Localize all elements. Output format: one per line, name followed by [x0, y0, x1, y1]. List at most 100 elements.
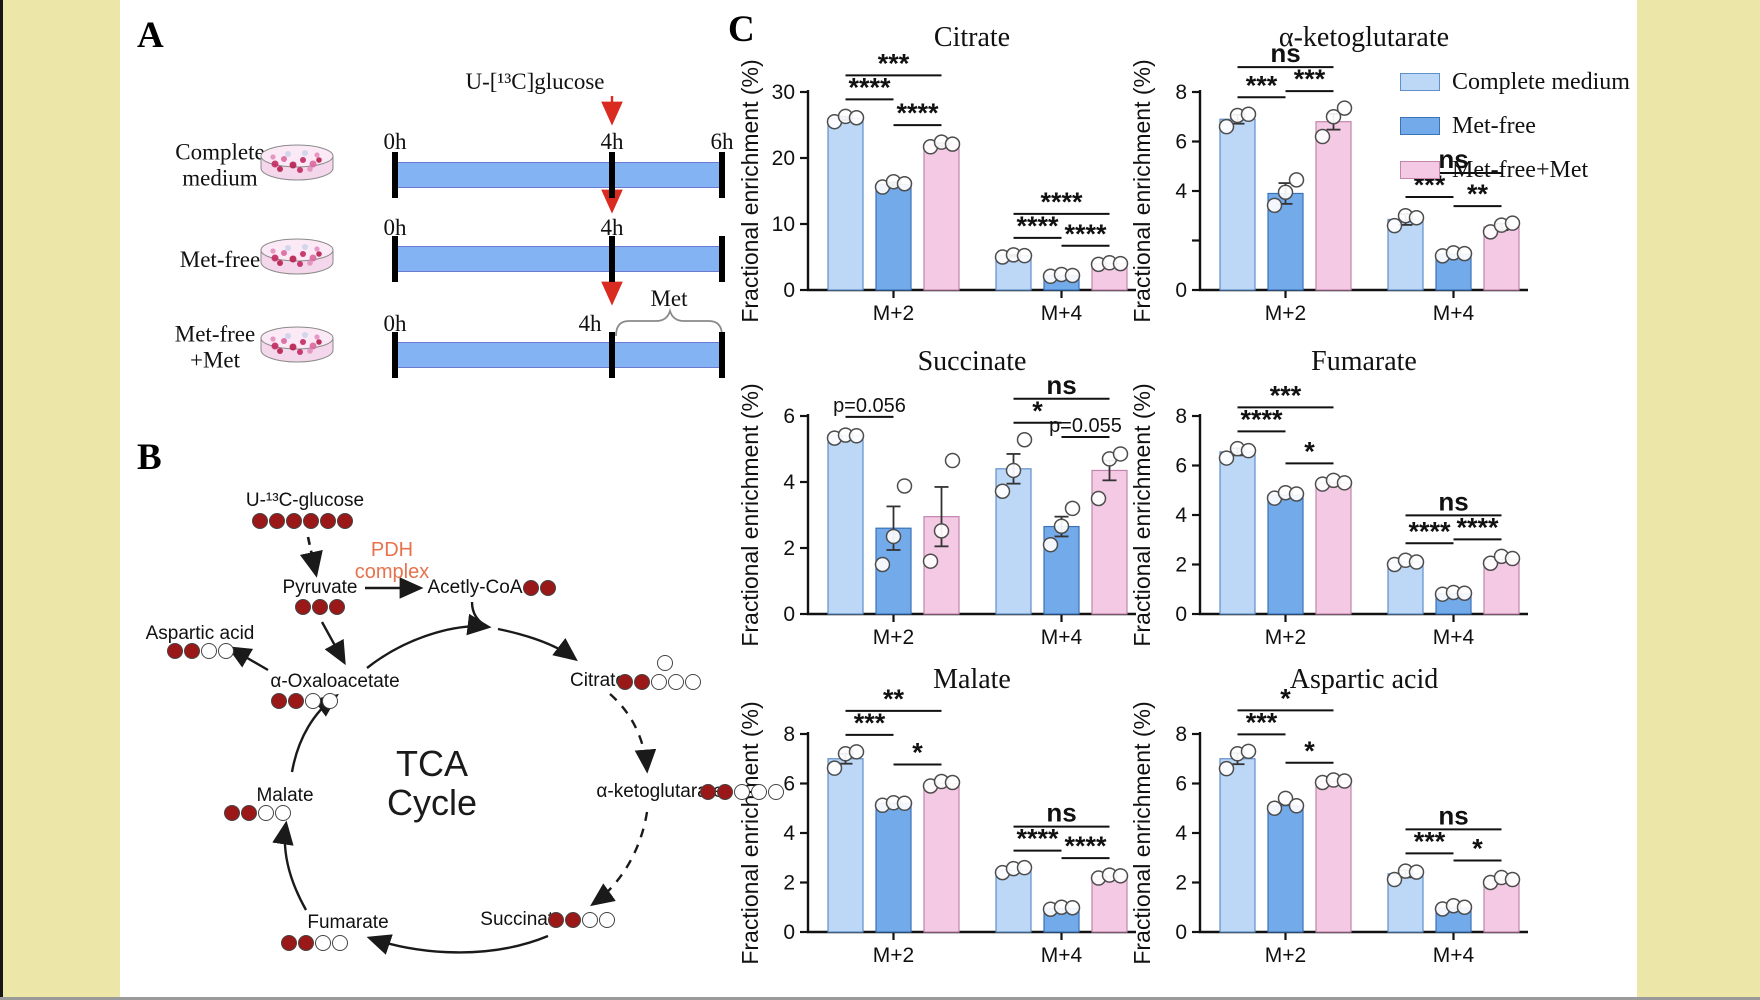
metabolite-label-akg: α-ketoglutarate	[596, 781, 724, 802]
akg-to-succinate-arc	[590, 811, 649, 907]
condition-name-line: Met-free	[174, 321, 256, 347]
chart-malate: Malate Fractional enrichment (%) 0 2 4 6 8 M+2 M…	[737, 654, 1143, 984]
data-point	[1042, 536, 1059, 553]
bar-M+2-series1	[1267, 805, 1304, 933]
carbon-13-circle	[329, 599, 345, 615]
y-tick-label: 8	[1175, 405, 1187, 428]
carbon-12-circle	[598, 912, 615, 928]
y-axis-label: Fractional enrichment (%)	[1130, 383, 1155, 646]
metabolite-label-succinate: Succinate	[480, 909, 564, 930]
chart-svg-1: α-ketoglutarate Fractional enrichment (%)…	[1129, 22, 1528, 325]
sig-stars: ****	[848, 72, 891, 102]
sig-stars: *	[1280, 683, 1291, 713]
data-point	[1218, 450, 1235, 466]
y-tick-label: 0	[783, 921, 795, 944]
data-point	[944, 452, 961, 469]
y-tick-label: 8	[1175, 81, 1187, 104]
petri-dish-icon	[260, 326, 334, 363]
timeline-tick-start	[392, 236, 398, 282]
chart-svg-2: Succinate Fractional enrichment (%) 0 2 4 6 M+…	[737, 346, 1136, 649]
carbon-12-circle	[768, 784, 784, 800]
y-tick-label: 6	[1175, 773, 1187, 796]
chart-citrate: Citrate Fractional enrichment (%) 0 10 20 30 M…	[737, 12, 1143, 342]
timeline-tick-start	[392, 152, 398, 198]
chart-title: Fumarate	[1311, 346, 1417, 377]
y-tick-label: 4	[1175, 180, 1187, 203]
data-point	[848, 744, 865, 760]
carbon-12-circle	[668, 674, 684, 690]
carbon-13-circle	[166, 643, 183, 659]
sig-stars: *	[1304, 736, 1315, 766]
data-point	[1386, 217, 1403, 234]
succinate-to-fumarate-arc	[366, 934, 549, 955]
data-point	[1016, 247, 1033, 264]
carbon-13-circle	[634, 674, 650, 690]
cell-dot	[309, 254, 317, 262]
carbon-13-circle	[270, 693, 287, 709]
tca-cycle-title: TCA Cycle	[387, 744, 477, 823]
chart-svg-0: Citrate Fractional enrichment (%) 0 10 20 30 M…	[737, 22, 1136, 325]
metabolite-label-glucose: U-¹³C-glucose	[245, 490, 365, 511]
cell-dot	[300, 339, 306, 345]
cell-dot	[277, 260, 283, 266]
carbon-13-circle	[717, 784, 733, 800]
cell-dot	[289, 161, 297, 169]
sig-stars: ***	[1270, 380, 1302, 410]
cell-dot	[289, 255, 297, 263]
carbon-12-circle	[314, 935, 331, 951]
metabolite-label-oxaloacetate: α-Oxaloacetate	[270, 671, 400, 692]
sig-stars: ***	[854, 708, 886, 738]
sig-stars: ****	[1064, 219, 1107, 249]
bar-M+2-series1	[875, 183, 912, 291]
y-tick-label: 6	[1175, 131, 1187, 154]
bar-M+2-series0	[827, 758, 864, 933]
data-point	[1408, 209, 1425, 226]
carbon-13-circle	[285, 513, 302, 529]
sig-stars: ****	[1240, 404, 1283, 434]
y-tick-label: 4	[783, 471, 795, 494]
pyruvate-to-oaa-arrow	[320, 621, 346, 666]
data-point	[922, 553, 939, 569]
metabolite-label-aspartate: Aspartic acid	[145, 623, 255, 644]
cell-dot	[297, 167, 303, 173]
timepoint-label: 0h	[383, 215, 407, 240]
cell-dot	[302, 150, 308, 156]
oaa-to-citrate-arc-2	[497, 627, 578, 662]
carbon-13-circle	[287, 693, 304, 709]
panel-a-label: A	[137, 15, 164, 56]
condition-name-line: +Met	[189, 348, 241, 373]
met-addition-label: Met	[650, 286, 688, 311]
sig-stars: ****	[1016, 824, 1059, 854]
y-tick-label: 0	[783, 279, 795, 302]
bar-M+2-series0	[1219, 758, 1256, 933]
data-point	[1314, 128, 1331, 145]
carbon-12-circle	[581, 912, 598, 928]
y-tick-label: 4	[783, 822, 795, 845]
carbon-13-circle	[268, 513, 285, 529]
petri-dish-icon	[260, 144, 334, 181]
oaa-to-citrate-arc-1	[366, 613, 492, 669]
carbon-12-circle	[257, 805, 274, 821]
data-point	[896, 175, 913, 192]
chart-title: α-ketoglutarate	[1279, 22, 1449, 53]
metabolite-label-fumarate: Fumarate	[307, 912, 389, 933]
panel-b-label: B	[137, 437, 162, 478]
carbon-13-circle	[183, 643, 200, 659]
y-axis-label: Fractional enrichment (%)	[1130, 59, 1155, 322]
cell-dot	[302, 244, 308, 250]
chart-title: Malate	[933, 664, 1011, 695]
data-point	[848, 428, 865, 444]
bar-M+2-series0	[827, 117, 864, 291]
condition-name: Met-free	[180, 247, 260, 273]
x-tick-label: M+4	[1041, 944, 1083, 967]
sig-stars: *	[1304, 436, 1315, 466]
y-tick-label: 30	[772, 81, 795, 104]
data-point	[1112, 255, 1129, 272]
data-point	[1064, 500, 1081, 517]
sig-stars: ****	[1016, 211, 1059, 241]
x-tick-label: M+2	[1265, 944, 1306, 967]
cell-dot	[271, 160, 279, 168]
data-point	[1482, 555, 1499, 572]
sig-stars: *	[912, 738, 923, 768]
chart-alpha-ketoglutarate: α-ketoglutarate Fractional enrichment (%)…	[1129, 12, 1535, 342]
